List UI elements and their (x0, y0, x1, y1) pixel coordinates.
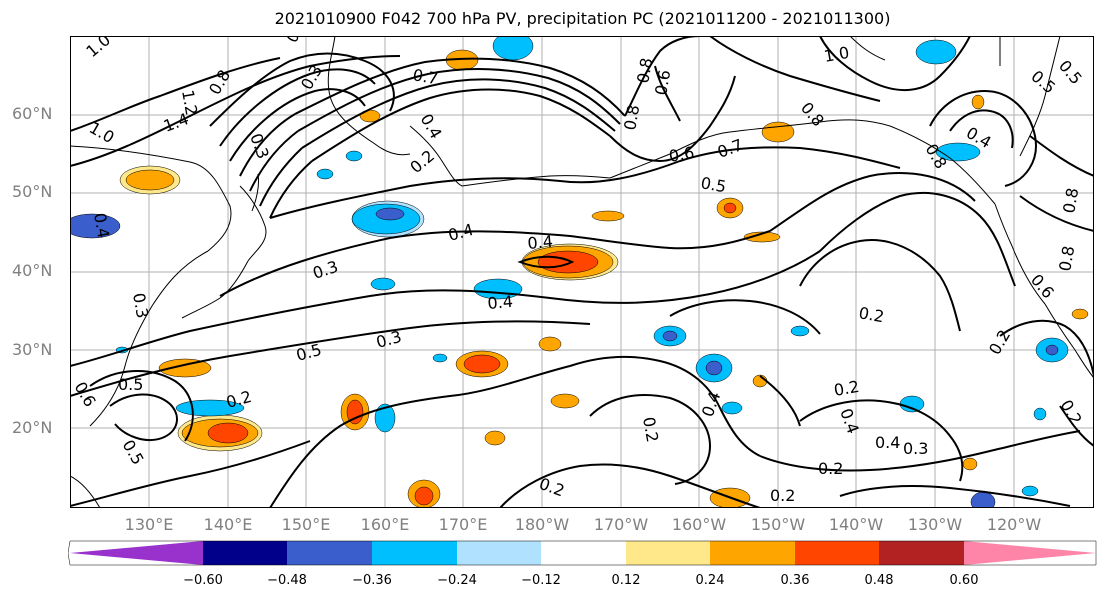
lon-label-140w: 140°W (828, 515, 884, 534)
contour-label: 0.4 (90, 211, 113, 239)
lat-label-40n: 40°N (12, 261, 53, 280)
colorbar-tick: 0.60 (949, 573, 979, 588)
colorbar-tick: 0.48 (864, 573, 894, 588)
colorbar-segment (70, 541, 203, 565)
lat-label-60n: 60°N (12, 104, 53, 123)
pv-closed-contour (517, 255, 575, 269)
contour-label: 0.6 (282, 36, 311, 46)
lon-label-150w: 150°W (750, 515, 806, 534)
colorbar-segment (457, 541, 541, 565)
colorbar-tick: −0.36 (352, 573, 392, 588)
colorbar (68, 540, 1097, 566)
contour-label: 0.2 (832, 377, 860, 400)
contour-label: 0.6 (667, 143, 695, 166)
colorbar-tick: −0.24 (437, 573, 477, 588)
contour-label: 0.2 (770, 486, 795, 505)
colorbar-segment (964, 541, 1096, 565)
contour-label: 0.8 (1055, 244, 1078, 272)
contour-label: 0.4 (527, 232, 554, 253)
colorbar-tick: 0.24 (695, 573, 725, 588)
chart-title: 2021010900 F042 700 hPa PV, precipitatio… (274, 9, 891, 28)
contour-label: 0.2 (818, 459, 843, 478)
colorbar-segment (203, 541, 287, 565)
lon-label-140e: 140°E (203, 515, 253, 534)
contour-label: 1.0 (822, 43, 850, 66)
map-panel: 1.0 1.0 1.2 1.4 0.8 0.6 0.3 0.7 0.3 0.2 … (70, 36, 1094, 508)
colorbar-frame (68, 540, 1097, 566)
lon-label-170e: 170°E (438, 515, 488, 534)
lon-label-180w: 180°W (514, 515, 570, 534)
lat-label-20n: 20°N (12, 418, 53, 437)
colorbar-segment (372, 541, 457, 565)
contour-label: 0.3 (129, 291, 152, 319)
lon-label-130e: 130°E (124, 515, 174, 534)
colorbar-tick: 0.12 (611, 573, 641, 588)
lon-label-150e: 150°E (281, 515, 331, 534)
colorbar-tick: 0.36 (780, 573, 810, 588)
map-frame (70, 36, 1094, 508)
contour-label: 0.3 (903, 439, 928, 458)
coastlines (70, 36, 1094, 508)
lon-label-160e: 160°E (360, 515, 410, 534)
contour-label: 0.6 (651, 68, 674, 96)
contour-label: 0.2 (639, 415, 662, 443)
contour-label: 1.2 (178, 88, 201, 116)
contour-label: 0.8 (1059, 186, 1082, 214)
colorbar-segment (879, 541, 964, 565)
contour-label: 0.8 (620, 103, 643, 131)
lon-label-160w: 160°W (671, 515, 727, 534)
colorbar-segment (795, 541, 879, 565)
colorbar-segment (710, 541, 795, 565)
colorbar-tick: −0.12 (521, 573, 561, 588)
colorbar-tick: −0.48 (267, 573, 307, 588)
colorbar-segment (626, 541, 710, 565)
contour-label: 0.8 (633, 56, 656, 84)
lat-label-30n: 30°N (12, 340, 53, 359)
contour-label: 0.5 (118, 375, 143, 394)
precip-patches (70, 36, 1089, 508)
contour-label: 0.5 (699, 173, 727, 196)
lon-label-170w: 170°W (593, 515, 649, 534)
lon-label-130w: 130°W (907, 515, 963, 534)
pv-contours (70, 36, 1094, 508)
contour-label: 0.4 (875, 433, 900, 452)
contour-label: 0.2 (857, 303, 885, 326)
colorbar-segment (287, 541, 372, 565)
contour-label: 0.7 (411, 65, 439, 88)
lat-label-50n: 50°N (12, 182, 53, 201)
lon-label-120w: 120°W (986, 515, 1042, 534)
colorbar-tick: −0.60 (183, 573, 223, 588)
colorbar-segment (541, 541, 626, 565)
contour-label: 0.4 (487, 292, 514, 313)
